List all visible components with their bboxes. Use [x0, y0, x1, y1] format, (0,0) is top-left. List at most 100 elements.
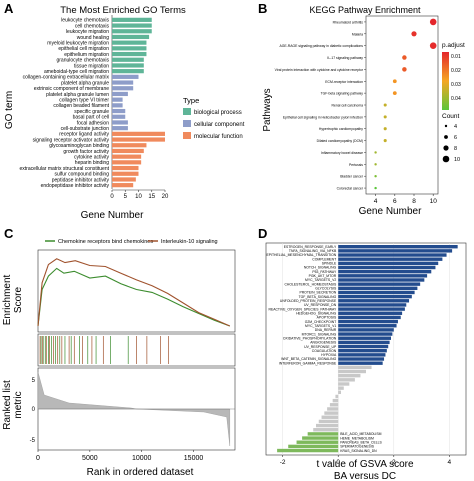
panel-c-enrichment-plot [37, 249, 236, 333]
panel-b-point [402, 55, 407, 60]
panel-b-category-label: IL-17 signaling pathway [327, 56, 363, 60]
panel-d-bar [338, 378, 355, 382]
panel-a-category-label: extrinsic component of membrane [34, 86, 110, 92]
panel-b-size-legend-label: 6 [454, 135, 457, 141]
panel-b-colorbar-tick-label: 0.04 [451, 96, 461, 102]
panel-a-bar [112, 171, 139, 176]
panel-b-x-tick-label: 6 [393, 198, 397, 205]
panel-a-category-label: epithelium migration [64, 52, 109, 58]
panel-c-ranked-y-tick-label: 0 [32, 407, 36, 413]
panel-b-category-label: Inflammatory bowel disease [321, 151, 363, 155]
panel-d-category-label: REACTIVE_OXYGEN_SPECIES_PATHWAY [269, 307, 337, 311]
panel-d-bar [338, 294, 412, 299]
panel-a-bar [112, 183, 134, 188]
panel-a-legend-title: Type [183, 96, 199, 105]
panel-b-category-label: AGE-RAGE signaling pathway in diabetic c… [280, 44, 364, 48]
panel-a-legend-label: cellular component [194, 122, 245, 128]
panel-d-category-label: WNT_BETA_CATENIN_SIGNALING [281, 357, 336, 361]
panel-b-x-tick-label: 4 [374, 198, 378, 205]
panel-b-colorbar-tick-label: 0.02 [451, 68, 461, 74]
panel-c-x-axis: 0 5000 10000 15000 [36, 450, 203, 462]
panel-b-point [374, 186, 377, 190]
panel-a-bar [112, 154, 142, 159]
panel-d-bar [313, 428, 339, 432]
panel-a-category-label: leukocyte chemotaxis [61, 18, 109, 24]
panel-d-frame [265, 242, 467, 456]
panel-a-bar [112, 51, 147, 57]
panel-a-bar [112, 46, 147, 51]
panel-d-bar [338, 369, 366, 374]
panel-d-x-tick-label: 4 [448, 459, 452, 466]
panel-a-bar [112, 148, 144, 154]
panel-c-es-line [37, 267, 230, 327]
panel-d-bar [338, 257, 443, 261]
panel-a-bar [112, 69, 144, 74]
panel-a-bar [112, 91, 128, 97]
panel-d-bar [338, 299, 410, 303]
panel-b-size-legend-label: 8 [454, 146, 457, 152]
panel-d-category-label: PROTEIN_SECRETION [299, 291, 336, 295]
panel-d-category-label: DNA_REPAIR [315, 328, 337, 332]
panel-a-x-tick-label: 0 [110, 194, 114, 200]
panel-a-bar [112, 103, 123, 108]
panel-a-bar [112, 40, 147, 45]
panel-d-category-label: TGF_BETA_SIGNALING [299, 295, 337, 299]
panel-d-category-label: OXIDATIVE_PHOSPHORYLATION [283, 336, 337, 340]
panel-a-category-label: wound healing [77, 35, 109, 41]
panel-d-plot-frame [265, 242, 467, 456]
panel-a-category-label: peptidase inhibitor activity [52, 177, 110, 183]
panel-b-colorbar: p.adjust 0.01 0.02 0.03 0.04 [442, 42, 465, 110]
panel-a-bar [112, 143, 147, 148]
panel-b-category-labels: Rheumatoid arthritis Malaria AGE-RAGE sign… [275, 20, 366, 191]
panel-label-b: B [258, 1, 267, 16]
panel-c-ylabel-bottom-line2: metric [13, 391, 24, 418]
panel-a-legend: Type biological process cellular componen… [183, 96, 245, 140]
panel-label-c: C [4, 226, 14, 241]
panel-d-bar [338, 274, 428, 278]
panel-a-bar [112, 17, 152, 22]
panel-b-point [392, 91, 397, 96]
panel-b-point [392, 79, 397, 84]
panel-d-bar [338, 315, 401, 320]
panel-d-category-label: NOTCH_SIGNALING [304, 266, 337, 270]
panel-a-category-label: focal adhesion [77, 120, 109, 126]
panel-a-legend-swatch [183, 108, 191, 115]
panel-a-category-label: platelet alpha granule lumen [46, 92, 109, 98]
panel-d-category-label: CHOLESTEROL_HOMEOSTASIS [284, 282, 336, 286]
panel-d-category-labels: ESTROGEN_RESPONSE_EARLYTNFA_SIGNALING_VI… [267, 245, 383, 453]
panel-b-category-label: Pertussis [349, 163, 363, 167]
panel-b-category-label: Colorectal cancer [337, 187, 364, 191]
panel-b-size-legend-dot [444, 124, 448, 128]
panel-a-x-tick-label: 5 [124, 194, 128, 200]
panel-a-bar [112, 80, 134, 85]
panel-a-category-label: myeloid leukocyte migration [47, 40, 109, 46]
panel-d-bar [338, 269, 432, 274]
panel-b-category-label: Bladder cancer [340, 175, 364, 179]
panel-b-size-legend-label: 10 [454, 157, 460, 163]
panel-a-category-label: extracellular matrix structural constitu… [20, 166, 110, 172]
panel-b-point [402, 67, 407, 72]
panel-d-bar [307, 432, 339, 436]
panel-a-category-label: cell-substrate junction [61, 126, 110, 132]
panel-b-point [383, 103, 387, 107]
panel-b-point [374, 175, 377, 178]
panel-d-bar [338, 357, 385, 361]
panel-a-ylabel: GO term [4, 91, 15, 129]
panel-c-hits-frame [37, 333, 236, 367]
panel-a-bar [112, 86, 134, 91]
panel-a-bar [112, 23, 152, 28]
panel-d-x-tick-label: 0 [336, 459, 340, 466]
panel-d-bars [277, 245, 458, 453]
panel-c-ylabel-bottom-line1: Ranked list [2, 380, 13, 430]
panel-d-bar [338, 361, 383, 365]
panel-d-bar [338, 344, 389, 349]
panel-a-category-label: tissue migration [74, 63, 109, 69]
panel-a-category-label: collagen beaded filament [53, 103, 109, 109]
panel-b-title: KEGG Pathway Enrichment [309, 5, 421, 15]
panel-d-xlabel: t value of GSVA score [316, 459, 414, 470]
panel-d-category-label: UNFOLDED_PROTEIN_RESPONSE [280, 299, 337, 303]
panel-d-bar [338, 286, 418, 291]
panel-d-category-label: ESTROGEN_RESPONSE_EARLY [284, 245, 337, 249]
panel-d-category-label: EPITHELIAL_MESENCHYMAL_TRANSITION [267, 253, 337, 257]
panel-d-bar [338, 336, 391, 340]
